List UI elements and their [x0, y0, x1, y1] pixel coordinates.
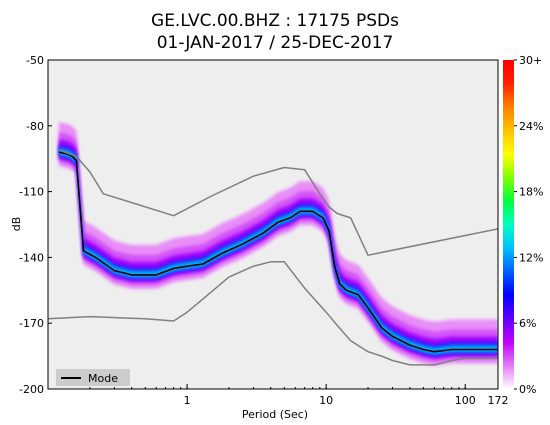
x-tick-label: 10 — [319, 394, 333, 407]
legend-box — [56, 369, 130, 386]
low-noise-model-line — [48, 261, 498, 366]
density-band-1 — [59, 122, 498, 366]
psd-density-field — [59, 122, 498, 366]
colorbar-tick-label: 30+ — [519, 54, 542, 67]
y-tick-label: -80 — [26, 120, 44, 133]
chart-title-line-1: GE.LVC.00.BHZ : 17175 PSDs — [151, 11, 399, 31]
chart-title-line-2: 01-JAN-2017 / 25-DEC-2017 — [157, 33, 394, 53]
legend-mode-label: Mode — [88, 372, 118, 385]
x-tick-label: 1 — [184, 394, 191, 407]
y-axis-label: dB — [10, 217, 23, 232]
series-lines — [48, 149, 498, 366]
y-tick-label: -200 — [19, 383, 44, 396]
plot-frame — [47, 59, 499, 390]
density-band-3 — [59, 139, 498, 359]
colorbar — [503, 60, 514, 389]
y-tick-label: -170 — [19, 317, 44, 330]
y-tick-label: -140 — [19, 251, 44, 264]
colorbar-tick-label: 0% — [519, 383, 536, 396]
high-noise-model-line — [58, 149, 498, 256]
x-tick-label: 172 — [488, 394, 509, 407]
colorbar-tick-label: 24% — [519, 120, 543, 133]
colorbar-ticks: 0% 6% 12% 18% 24% 30+ — [514, 54, 543, 396]
colorbar-tick-label: 12% — [519, 251, 543, 264]
y-tick-label: -50 — [26, 54, 44, 67]
x-axis-label: Period (Sec) — [242, 408, 308, 421]
colorbar-tick-label: 18% — [519, 186, 543, 199]
y-axis: -50 -80 -110 -140 -170 -200 — [19, 54, 52, 396]
y-tick-label: -110 — [19, 186, 44, 199]
x-tick-label: 100 — [455, 394, 476, 407]
mode-line — [58, 151, 498, 353]
x-axis: 1 10 100 172 — [47, 384, 509, 407]
legend: Mode — [56, 369, 130, 386]
colorbar-tick-label: 6% — [519, 317, 536, 330]
